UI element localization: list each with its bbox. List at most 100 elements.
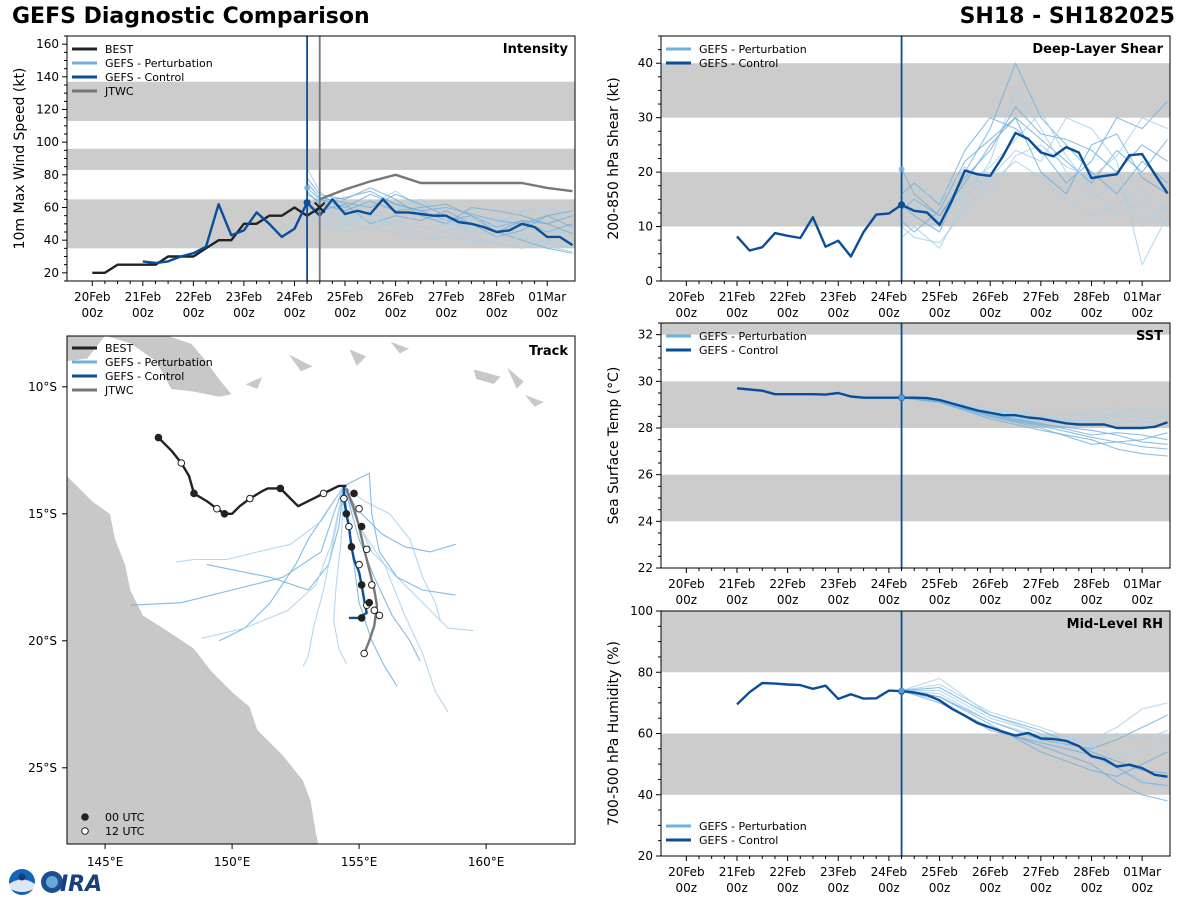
x-tick-label: 00z: [979, 593, 1001, 607]
x-tick-label: 00z: [878, 306, 900, 320]
x-tick-label: 00z: [929, 593, 951, 607]
x-tick-label: 24Feb: [871, 290, 908, 304]
shaded-band: [661, 63, 1170, 118]
x-tick-label: 00z: [979, 306, 1001, 320]
x-tick-label: 00z: [676, 306, 698, 320]
x-tick-label: 155°E: [341, 855, 378, 869]
marker-legend-symbol: [81, 827, 89, 835]
perturbation-track: [343, 472, 456, 596]
island-land: [287, 353, 315, 372]
control-line: [142, 198, 574, 265]
x-tick-label: 00z: [183, 306, 205, 320]
perturbation-line: [901, 397, 1168, 457]
x-tick-label: 24Feb: [276, 290, 313, 304]
x-tick-label: 20Feb: [74, 290, 111, 304]
x-tick-label: 00z: [676, 881, 698, 895]
x-tick-label: 26Feb: [972, 290, 1009, 304]
x-tick-label: 22Feb: [175, 290, 212, 304]
x-tick-label: 21Feb: [719, 290, 756, 304]
x-tick-label: 26Feb: [972, 865, 1009, 879]
control-track-marker: [357, 614, 366, 622]
x-tick-label: 00z: [385, 306, 407, 320]
control-track-marker: [347, 543, 356, 551]
y-tick-label: 20: [44, 266, 59, 280]
y-tick-label: 28: [638, 421, 653, 435]
perturbation-line: [306, 210, 573, 235]
x-tick-label: 00z: [726, 306, 748, 320]
new-guinea-land: [67, 336, 233, 398]
best-track-marker: [220, 510, 229, 518]
jtwc-track-marker: [360, 649, 368, 658]
perturbation-track: [333, 485, 347, 664]
legend-label: BEST: [105, 342, 133, 355]
legend-label: GEFS - Control: [699, 57, 778, 70]
analysis-marker: [898, 201, 906, 209]
intensity-title: Intensity: [503, 42, 569, 57]
x-tick-label: 24Feb: [871, 577, 908, 591]
y-tick-label: 22: [638, 561, 653, 575]
x-tick-label: 00z: [777, 306, 799, 320]
y-tick-label: 10: [638, 220, 653, 234]
y-tick-label: 160: [36, 37, 59, 51]
y-tick-label: 24: [638, 514, 653, 528]
perturbation-line: [306, 198, 573, 249]
solomon-islands-land: [523, 393, 546, 408]
y-tick-label: 25°S: [28, 761, 57, 775]
best-track-marker: [276, 484, 285, 493]
x-tick-label: 00z: [1081, 306, 1103, 320]
perturbation-line: [901, 117, 1168, 200]
analysis-marker: [303, 199, 311, 207]
legend-label: JTWC: [104, 85, 134, 98]
legend-label: GEFS - Perturbation: [699, 820, 807, 833]
jtwc-track-marker: [368, 581, 376, 589]
solomon-islands-land: [472, 368, 502, 385]
perturbation-line: [901, 117, 1168, 233]
y-tick-label: 10°S: [28, 380, 57, 394]
x-tick-label: 25Feb: [327, 290, 364, 304]
jtwc-line: [319, 173, 573, 201]
perturbation-line: [306, 190, 573, 225]
perturbation-track: [206, 485, 345, 591]
x-tick-label: 00z: [435, 306, 457, 320]
x-tick-label: 00z: [1030, 881, 1052, 895]
control-line: [736, 387, 1168, 430]
y-tick-label: 0: [645, 274, 653, 288]
x-tick-label: 24Feb: [871, 865, 908, 879]
perturbation-line: [306, 213, 573, 253]
x-tick-label: 150°E: [214, 855, 251, 869]
shear-title: Deep-Layer Shear: [1032, 42, 1163, 57]
y-tick-label: 20: [638, 165, 653, 179]
y-tick-label: 100: [36, 135, 59, 149]
jtwc-track-marker: [357, 522, 366, 531]
x-tick-label: 23Feb: [820, 290, 857, 304]
island-land: [348, 348, 368, 368]
perturbation-line: [901, 397, 1168, 450]
jtwc-track-marker: [350, 489, 358, 498]
x-tick-label: 23Feb: [820, 865, 857, 879]
x-tick-label: 145°E: [87, 855, 124, 869]
x-tick-label: 21Feb: [719, 865, 756, 879]
perturbation-track: [343, 485, 449, 713]
legend-label: BEST: [105, 43, 133, 56]
marker-legend-symbol: [81, 813, 89, 821]
analysis-marker: [898, 687, 905, 694]
page-title: GEFS Diagnostic Comparison: [12, 4, 370, 29]
x-tick-label: 00z: [334, 306, 356, 320]
jtwc-track: [345, 487, 379, 654]
x-tick-label: 00z: [1081, 593, 1103, 607]
legend-label: GEFS - Control: [699, 834, 778, 847]
y-tick-label: 80: [44, 168, 59, 182]
x-tick-label: 01Mar: [1123, 577, 1161, 591]
marker-legend-label: 00 UTC: [105, 811, 145, 824]
x-tick-label: 27Feb: [428, 290, 465, 304]
x-tick-label: 20Feb: [668, 865, 705, 879]
best-track-marker: [319, 489, 328, 498]
storm-id: SH18 - SH182025: [959, 4, 1175, 29]
best-track-marker: [154, 433, 163, 442]
perturbation-line: [901, 690, 1168, 744]
control-line: [736, 131, 1169, 258]
perturbation-track: [343, 485, 421, 662]
y-tick-label: 60: [638, 727, 653, 741]
x-tick-label: 00z: [132, 306, 154, 320]
perturbation-line: [901, 397, 1168, 417]
